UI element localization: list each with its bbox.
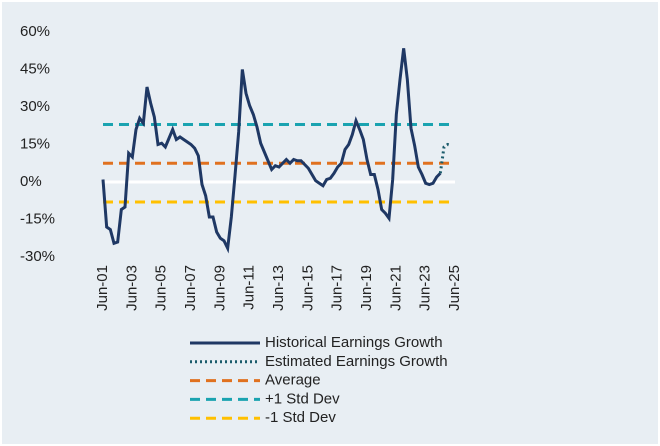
y-tick-label: 15% [20, 135, 50, 152]
legend-label: -1 Std Dev [265, 409, 336, 426]
y-tick-label: 45% [20, 60, 50, 77]
legend-label: +1 Std Dev [265, 390, 340, 407]
legend-label: Historical Earnings Growth [265, 334, 443, 351]
y-tick-label: 30% [20, 98, 50, 115]
y-tick-label: -15% [20, 210, 55, 227]
legend-label: Average [265, 372, 321, 389]
x-tick-label: Jun-13 [270, 265, 287, 311]
x-tick-label: Jun-17 [329, 265, 346, 311]
x-tick-label: Jun-23 [417, 265, 434, 311]
y-tick-label: 0% [20, 173, 42, 190]
x-tick-label: Jun-15 [299, 265, 316, 311]
x-tick-label: Jun-21 [387, 265, 404, 311]
x-tick-label: Jun-25 [446, 265, 463, 311]
x-tick-label: Jun-05 [153, 265, 170, 311]
x-tick-label: Jun-07 [182, 265, 199, 311]
legend-label: Estimated Earnings Growth [265, 353, 448, 370]
x-tick-label: Jun-01 [94, 265, 111, 311]
y-tick-label: -30% [20, 248, 55, 265]
y-tick-label: 60% [20, 23, 50, 40]
x-tick-label: Jun-19 [358, 265, 375, 311]
x-tick-label: Jun-03 [123, 265, 140, 311]
x-tick-label: Jun-09 [211, 265, 228, 311]
x-tick-label: Jun-11 [241, 265, 258, 310]
data-line [101, 48, 442, 254]
